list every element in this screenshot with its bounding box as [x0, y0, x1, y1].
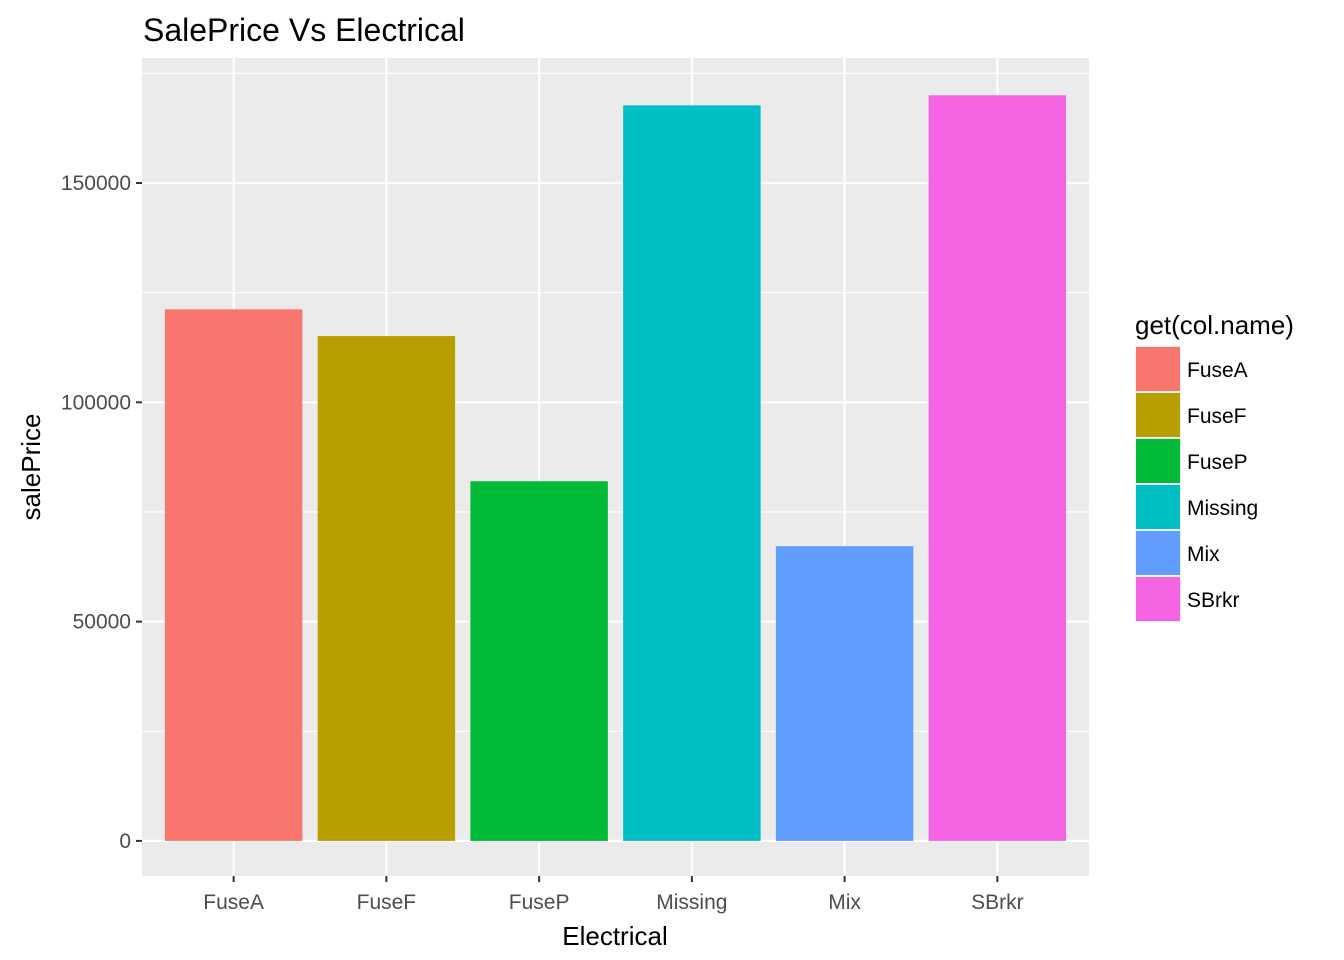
x-tick-label: Missing	[656, 891, 727, 914]
y-tick-label: 50000	[73, 611, 131, 634]
bar-fusep	[470, 481, 608, 841]
y-tick-label: 150000	[61, 172, 131, 195]
legend: get(col.name) FuseA FuseF FuseP Missing Mix S…	[1135, 310, 1294, 622]
legend-title: get(col.name)	[1135, 310, 1294, 340]
legend-label: SBrkr	[1187, 589, 1240, 612]
chart-title: SalePrice Vs Electrical	[143, 12, 465, 48]
legend-label: FuseA	[1187, 359, 1248, 382]
bar-missing	[623, 105, 761, 841]
y-axis: 0 50000 100000 150000	[61, 172, 142, 853]
legend-swatch	[1136, 393, 1180, 437]
legend-label: Missing	[1187, 497, 1258, 520]
bar-mix	[775, 546, 914, 841]
bars	[164, 95, 1067, 841]
x-tick-label: SBrkr	[971, 891, 1024, 914]
legend-swatch	[1136, 577, 1180, 621]
y-tick-label: 100000	[61, 391, 131, 414]
x-axis-title: Electrical	[562, 921, 667, 951]
legend-label: FuseF	[1187, 405, 1247, 428]
legend-label: Mix	[1187, 543, 1220, 566]
legend-swatch	[1136, 485, 1180, 529]
legend-label: FuseP	[1187, 451, 1248, 474]
y-tick-label: 0	[119, 830, 131, 853]
x-axis: FuseA FuseF FuseP Missing Mix SBrkr	[203, 876, 1024, 914]
y-axis-title: salePrice	[16, 414, 46, 521]
legend-swatch	[1136, 531, 1180, 575]
bar-sbrkr	[928, 95, 1067, 841]
legend-swatch	[1136, 439, 1180, 483]
bar-fusef	[317, 336, 456, 841]
x-tick-label: FuseA	[203, 891, 264, 914]
x-tick-label: Mix	[828, 891, 861, 914]
x-tick-label: FuseP	[509, 891, 570, 914]
bar-fusea	[164, 309, 303, 841]
legend-swatch	[1136, 347, 1180, 391]
x-tick-label: FuseF	[357, 891, 417, 914]
